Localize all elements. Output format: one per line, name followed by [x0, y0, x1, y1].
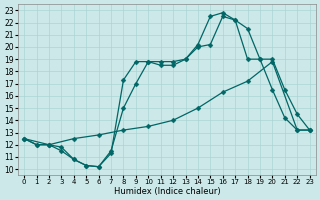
X-axis label: Humidex (Indice chaleur): Humidex (Indice chaleur)	[114, 187, 220, 196]
